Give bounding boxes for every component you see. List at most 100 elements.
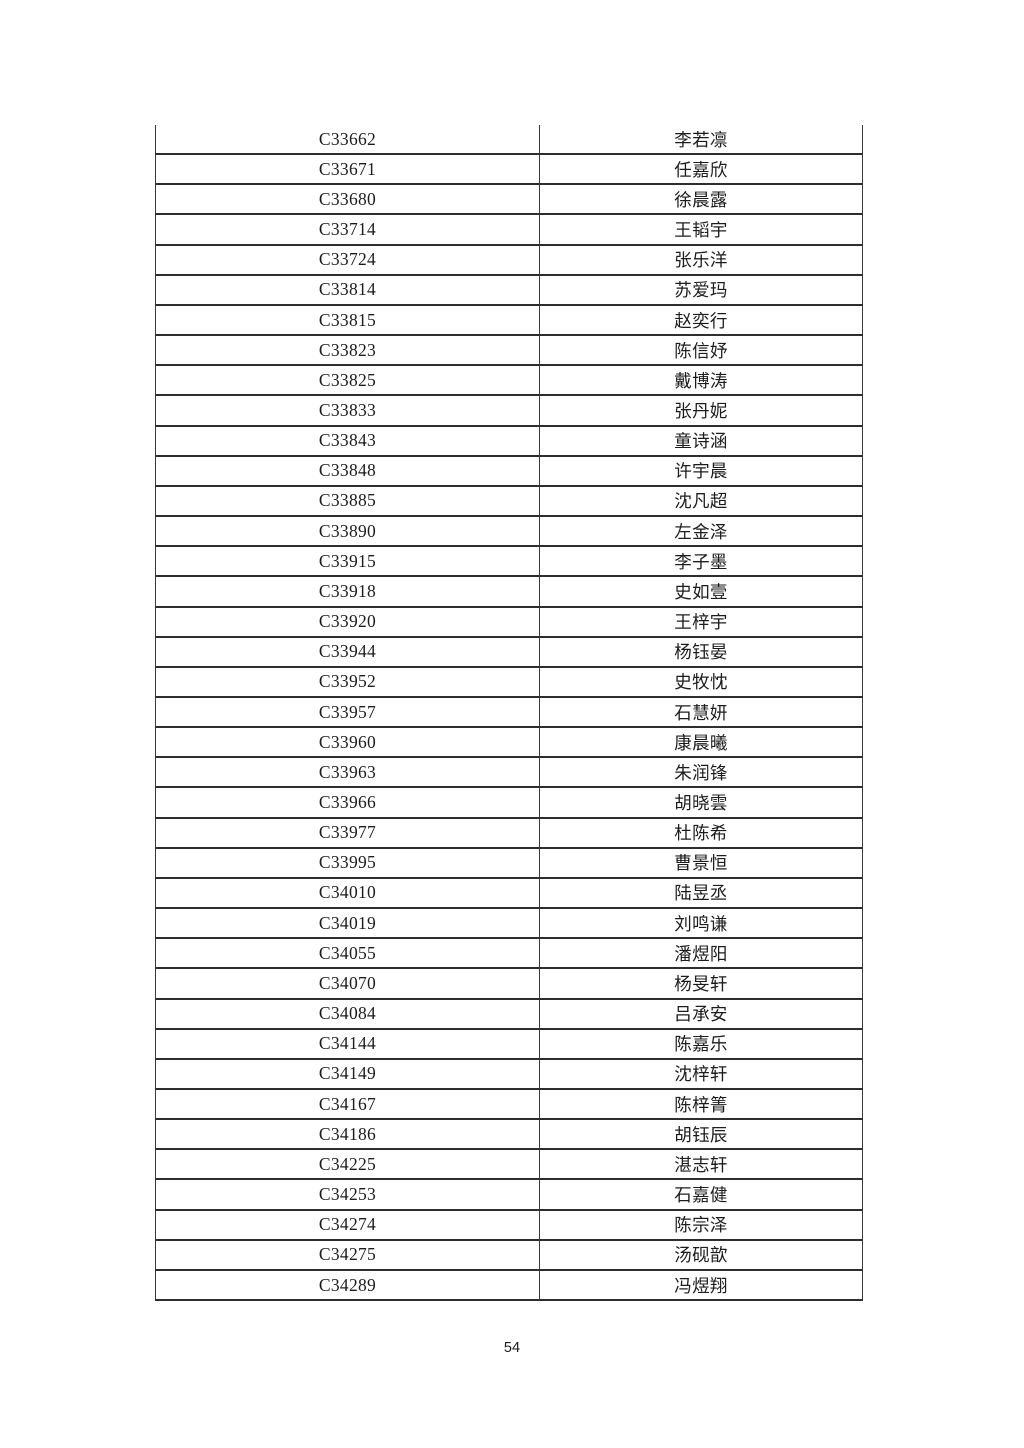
student-name-cell: 陈嘉乐 xyxy=(540,1029,863,1058)
table-row: C33671 任嘉欣 xyxy=(155,155,863,186)
student-roster-table: C33662 李若凛 C33671 任嘉欣 C33680 徐晨露 C33714 王韬宇 C337… xyxy=(155,125,863,1302)
table-row: C33724 张乐洋 xyxy=(155,245,863,276)
student-name-cell: 石嘉健 xyxy=(540,1180,863,1209)
student-id-cell: C34149 xyxy=(155,1059,540,1088)
student-name-cell: 张丹妮 xyxy=(540,396,863,425)
student-id-cell: C34055 xyxy=(155,939,540,968)
student-name-cell: 胡钰辰 xyxy=(540,1120,863,1149)
student-id-cell: C34167 xyxy=(155,1090,540,1119)
student-name-cell: 杨钰晏 xyxy=(540,637,863,666)
student-id-cell: C33848 xyxy=(155,456,540,485)
student-id-cell: C33814 xyxy=(155,275,540,304)
student-name-cell: 童诗涵 xyxy=(540,426,863,455)
student-id-cell: C33957 xyxy=(155,697,540,727)
student-name-cell: 苏爱玛 xyxy=(540,275,863,304)
table-row: C34186 胡钰辰 xyxy=(155,1120,863,1151)
page-number: 54 xyxy=(503,1340,521,1356)
table-row: C33918 史如壹 xyxy=(155,577,863,608)
table-row: C33823 陈信妤 xyxy=(155,336,863,367)
student-id-cell: C33671 xyxy=(155,155,540,184)
student-name-cell: 汤砚歆 xyxy=(540,1240,863,1269)
student-id-cell: C33724 xyxy=(155,245,540,274)
student-id-cell: C33843 xyxy=(155,426,540,455)
student-name-cell: 张乐洋 xyxy=(540,245,863,274)
student-name-cell: 李若凛 xyxy=(540,125,863,154)
student-name-cell: 左金泽 xyxy=(540,517,863,546)
student-id-cell: C33890 xyxy=(155,517,540,546)
student-name-cell: 史牧忱 xyxy=(540,667,863,696)
table-row: C34144 陈嘉乐 xyxy=(155,1029,863,1060)
student-id-cell: C34019 xyxy=(155,909,540,938)
table-row: C33815 赵奕行 xyxy=(155,305,863,337)
student-id-cell: C33977 xyxy=(155,818,540,847)
table-row: C34253 石嘉健 xyxy=(155,1180,863,1211)
table-row: C33952 史牧忱 xyxy=(155,667,863,698)
student-id-cell: C33714 xyxy=(155,215,540,244)
student-id-cell: C34225 xyxy=(155,1150,540,1179)
student-name-cell: 王韬宇 xyxy=(540,215,863,244)
table-row: C33963 朱润锋 xyxy=(155,758,863,789)
table-row: C33944 杨钰晏 xyxy=(155,637,863,668)
student-id-cell: C33960 xyxy=(155,728,540,757)
table-row: C34274 陈宗泽 xyxy=(155,1210,863,1241)
student-id-cell: C34010 xyxy=(155,878,540,908)
table-row: C34167 陈梓箐 xyxy=(155,1090,863,1121)
student-id-cell: C33833 xyxy=(155,396,540,425)
student-id-cell: C34274 xyxy=(155,1210,540,1239)
student-id-cell: C33662 xyxy=(155,125,540,154)
student-name-cell: 徐晨露 xyxy=(540,185,863,214)
table-row: C33848 许宇晨 xyxy=(155,456,863,487)
student-id-cell: C34186 xyxy=(155,1120,540,1149)
table-row: C33920 王梓宇 xyxy=(155,607,863,638)
table-row: C34149 沈梓轩 xyxy=(155,1059,863,1090)
student-name-cell: 胡晓雲 xyxy=(540,788,863,817)
table-row: C33977 杜陈希 xyxy=(155,818,863,849)
student-id-cell: C34070 xyxy=(155,969,540,998)
student-name-cell: 许宇晨 xyxy=(540,456,863,485)
student-id-cell: C34289 xyxy=(155,1270,540,1300)
table-row: C33885 沈凡超 xyxy=(155,486,863,518)
student-name-cell: 湛志轩 xyxy=(540,1150,863,1179)
table-row: C33960 康晨曦 xyxy=(155,728,863,759)
student-name-cell: 陆昱丞 xyxy=(540,878,863,908)
student-id-cell: C33966 xyxy=(155,788,540,817)
table-row: C34010 陆昱丞 xyxy=(155,878,863,910)
table-row: C33680 徐晨露 xyxy=(155,185,863,216)
student-name-cell: 曹景恒 xyxy=(540,848,863,877)
student-id-cell: C33918 xyxy=(155,577,540,606)
student-id-cell: C33823 xyxy=(155,336,540,365)
table-row: C34275 汤砚歆 xyxy=(155,1240,863,1271)
student-name-cell: 李子墨 xyxy=(540,547,863,576)
table-row: C34225 湛志轩 xyxy=(155,1150,863,1181)
table-row: C33825 戴博涛 xyxy=(155,366,863,397)
student-name-cell: 朱润锋 xyxy=(540,758,863,787)
table-row: C34019 刘鸣谦 xyxy=(155,909,863,940)
student-id-cell: C34084 xyxy=(155,999,540,1028)
student-name-cell: 戴博涛 xyxy=(540,366,863,395)
table-row: C33915 李子墨 xyxy=(155,547,863,578)
student-name-cell: 沈凡超 xyxy=(540,486,863,516)
table-row: C33966 胡晓雲 xyxy=(155,788,863,819)
student-id-cell: C34144 xyxy=(155,1029,540,1058)
student-name-cell: 王梓宇 xyxy=(540,607,863,636)
table-row: C33995 曹景恒 xyxy=(155,848,863,879)
student-name-cell: 陈梓箐 xyxy=(540,1090,863,1119)
student-name-cell: 史如壹 xyxy=(540,577,863,606)
student-name-cell: 刘鸣谦 xyxy=(540,909,863,938)
student-name-cell: 陈信妤 xyxy=(540,336,863,365)
student-id-cell: C33885 xyxy=(155,486,540,516)
table-row: C34055 潘煜阳 xyxy=(155,939,863,970)
student-name-cell: 陈宗泽 xyxy=(540,1210,863,1239)
student-id-cell: C33680 xyxy=(155,185,540,214)
student-id-cell: C33995 xyxy=(155,848,540,877)
table-row: C33890 左金泽 xyxy=(155,517,863,548)
student-id-cell: C33815 xyxy=(155,305,540,335)
student-name-cell: 杜陈希 xyxy=(540,818,863,847)
table-row: C33662 李若凛 xyxy=(155,125,863,156)
table-row: C33957 石慧妍 xyxy=(155,697,863,729)
student-name-cell: 杨旻轩 xyxy=(540,969,863,998)
student-name-cell: 任嘉欣 xyxy=(540,155,863,184)
student-id-cell: C33920 xyxy=(155,607,540,636)
student-id-cell: C33944 xyxy=(155,637,540,666)
